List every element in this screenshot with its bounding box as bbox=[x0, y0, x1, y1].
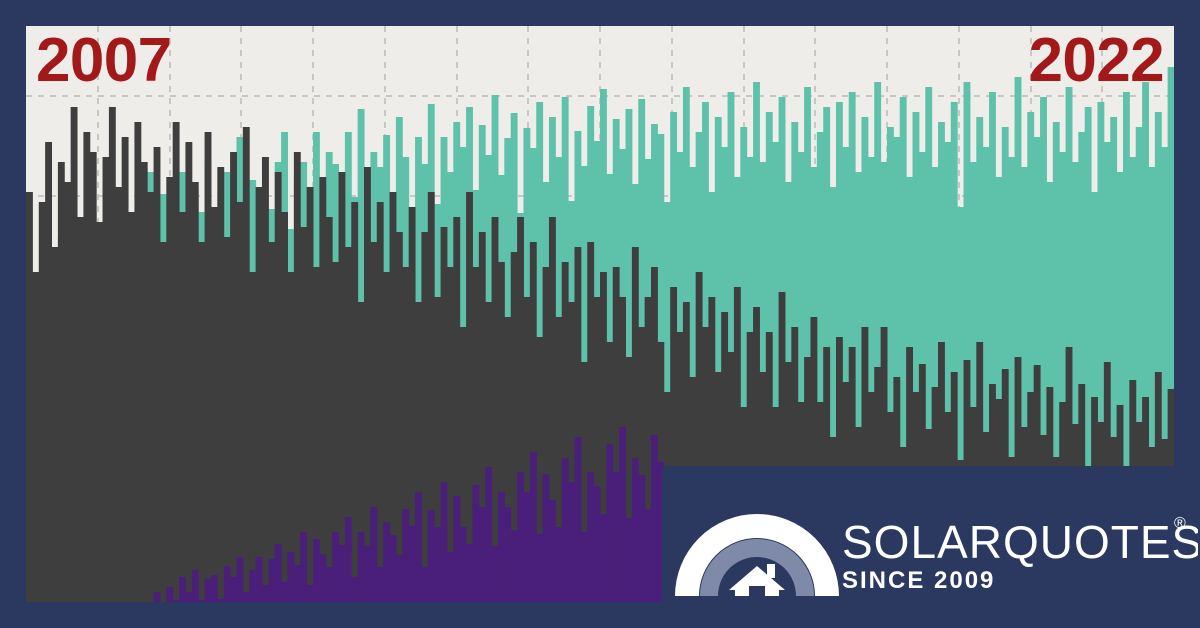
svg-text:®: ® bbox=[1174, 515, 1186, 532]
solarquotes-logo: SOLARQUOTES® SINCE 2009 bbox=[662, 466, 1198, 626]
outer-frame: 2007 2022 SOLARQUOTES® SINCE 2009 bbox=[0, 0, 1200, 628]
svg-text:SOLARQUOTES: SOLARQUOTES bbox=[842, 516, 1198, 568]
svg-text:SINCE 2009: SINCE 2009 bbox=[842, 567, 995, 594]
year-start-label: 2007 bbox=[36, 30, 171, 92]
year-end-label: 2022 bbox=[1029, 30, 1164, 92]
brand-logo-box: SOLARQUOTES® SINCE 2009 bbox=[662, 466, 1198, 626]
